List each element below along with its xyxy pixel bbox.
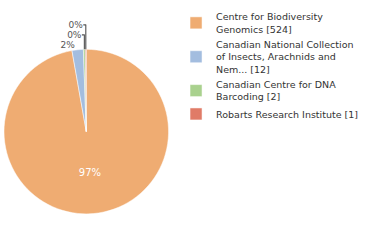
svg-text:Canadian National Collectionof: Canadian National Collectionof Insects, …: [216, 39, 353, 75]
svg-text:Robarts Research Institute [1]: Robarts Research Institute [1]: [216, 109, 358, 120]
svg-text:0%: 0%: [69, 20, 84, 30]
svg-text:Centre for BiodiversityGenomic: Centre for BiodiversityGenomics [524]: [216, 11, 323, 34]
svg-text:2%: 2%: [60, 40, 75, 50]
svg-text:0%: 0%: [67, 30, 82, 40]
svg-text:Canadian Centre for DNABarcodi: Canadian Centre for DNABarcoding [2]: [216, 79, 336, 102]
svg-text:97%: 97%: [79, 167, 101, 178]
